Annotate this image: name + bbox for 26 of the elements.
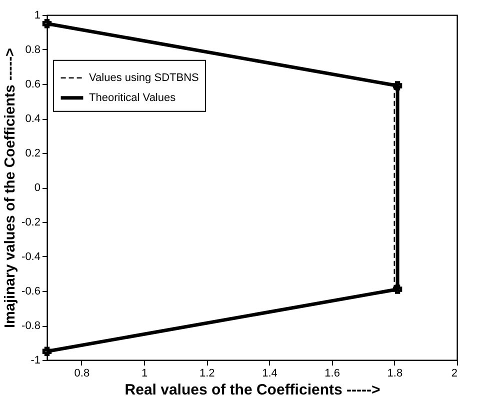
x-tick-label: 1.6 [324, 368, 340, 380]
y-tick-label: 0.4 [25, 113, 40, 125]
point [392, 81, 402, 90]
y-tick-label: -1 [30, 354, 40, 366]
y-tick-label: 0.2 [25, 148, 40, 160]
x-tick-label: 0.8 [74, 368, 90, 380]
y-tick-label: -0.6 [22, 286, 40, 298]
point [42, 19, 52, 28]
x-tick-label: 1.2 [199, 368, 215, 380]
x-tick-label: 1 [141, 368, 148, 380]
legend-label: Theoritical Values [89, 92, 176, 104]
y-tick-label: 0 [34, 182, 40, 194]
legend-label: Values using SDTBNS [89, 72, 199, 84]
y-tick-label: 0.6 [25, 78, 40, 90]
y-axis-title: Imajinary values of the Coefficients -----> [2, 48, 19, 328]
x-tick-label: 1.4 [262, 368, 278, 380]
x-tick-label: 1.8 [387, 368, 403, 380]
point [42, 346, 52, 356]
y-tick-label: -0.2 [22, 216, 40, 228]
x-axis-title: Real values of the Coefficients -----> [124, 382, 380, 398]
y-tick-label: -0.4 [22, 251, 40, 263]
y-tick-label: 1 [34, 10, 40, 22]
x-tick-label: 2 [451, 368, 458, 380]
y-tick-label: -0.8 [22, 320, 40, 332]
point [392, 284, 402, 294]
y-tick-label: 0.8 [25, 44, 40, 56]
